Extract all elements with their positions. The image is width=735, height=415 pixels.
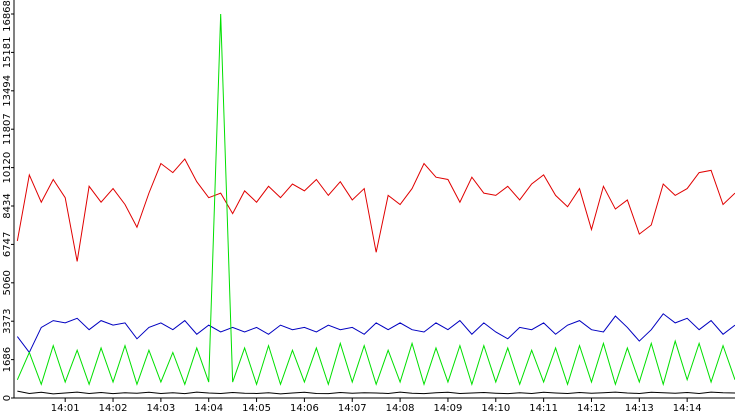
series-line xyxy=(16,313,735,354)
y-tick-label: 6747 xyxy=(2,232,13,257)
series-line xyxy=(16,13,735,387)
y-tick-label: 8434 xyxy=(2,193,13,218)
x-tick-label: 14:08 xyxy=(386,403,415,414)
x-tick-label: 14:05 xyxy=(242,403,271,414)
x-tick-label: 14:12 xyxy=(577,403,606,414)
x-tick-label: 14:04 xyxy=(194,403,223,414)
x-tick-label: 14:01 xyxy=(51,403,80,414)
y-tick-label: 1686 xyxy=(2,347,13,372)
x-tick-label: 14:10 xyxy=(481,403,510,414)
y-tick-label: 15181 xyxy=(2,36,13,68)
x-tick-label: 14:06 xyxy=(290,403,319,414)
x-tick-label: 14:09 xyxy=(434,403,463,414)
x-tick-label: 14:02 xyxy=(99,403,128,414)
y-tick-label: 3373 xyxy=(2,308,13,333)
x-tick-label: 14:11 xyxy=(529,403,558,414)
x-tick-label: 14:14 xyxy=(673,403,702,414)
y-tick-label: 11807 xyxy=(2,113,13,145)
y-tick-label: 16868 xyxy=(2,0,13,32)
y-tick-label: 5060 xyxy=(2,270,13,295)
series-line xyxy=(16,158,735,262)
x-tick-label: 14:03 xyxy=(146,403,175,414)
y-tick-label: 0 xyxy=(2,395,13,401)
y-tick-label: 13494 xyxy=(2,75,13,107)
x-tick-label: 14:13 xyxy=(625,403,654,414)
series-line xyxy=(17,390,735,395)
y-tick-label: 10120 xyxy=(2,152,13,184)
x-tick-label: 14:07 xyxy=(338,403,367,414)
